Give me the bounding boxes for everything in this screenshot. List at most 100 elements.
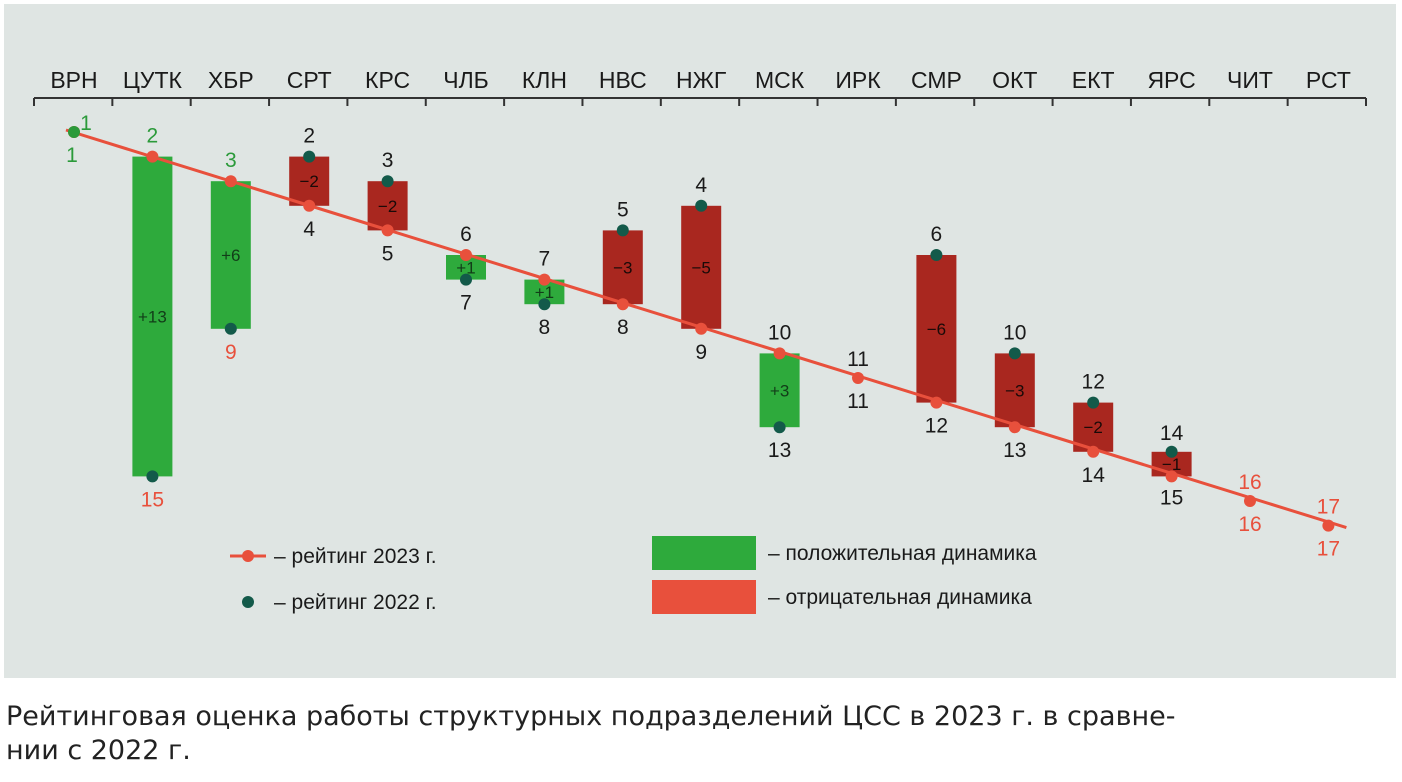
point-2022 bbox=[1087, 396, 1100, 409]
rank-2022-label: 14 bbox=[1160, 422, 1184, 445]
positive-bar bbox=[759, 353, 800, 428]
point-2023 bbox=[538, 273, 551, 286]
rank-2023-label: 1 bbox=[66, 144, 78, 167]
point-2023 bbox=[1087, 445, 1100, 458]
rank-2022-label: 13 bbox=[768, 439, 791, 462]
point-2022 bbox=[68, 126, 80, 138]
negative-bar bbox=[289, 156, 330, 206]
negative-bar bbox=[916, 255, 957, 403]
rank-2022-label: 7 bbox=[460, 292, 472, 315]
category-label: ЧЛБ bbox=[443, 67, 489, 93]
point-2022 bbox=[381, 175, 394, 188]
point-2023 bbox=[460, 249, 472, 261]
negative-bar bbox=[994, 353, 1035, 428]
rank-2022-label: 15 bbox=[141, 488, 164, 511]
change-label: +3 bbox=[770, 381, 789, 400]
rank-2023-label: 17 bbox=[1317, 538, 1340, 561]
category-label: РСТ bbox=[1306, 67, 1351, 93]
category-label: КРС bbox=[365, 67, 410, 93]
rank-2022-label: 11 bbox=[847, 348, 869, 371]
rank-2023-label: 13 bbox=[1003, 439, 1026, 462]
negative-bar bbox=[367, 181, 408, 231]
category-label: КЛН bbox=[522, 67, 567, 93]
point-2022 bbox=[695, 199, 708, 212]
rank-2023-label: 16 bbox=[1238, 513, 1261, 536]
point-2023 bbox=[381, 224, 394, 237]
category-label: СРТ bbox=[287, 67, 332, 93]
point-2023 bbox=[616, 298, 629, 311]
category-label: ИРК bbox=[835, 67, 881, 93]
category-label: ОКТ bbox=[992, 67, 1037, 93]
rank-2023-label: 2 bbox=[147, 125, 159, 148]
rank-2023-label: 9 bbox=[695, 341, 707, 364]
negative-bar bbox=[681, 205, 722, 329]
rank-2022-label: 17 bbox=[1317, 496, 1340, 519]
change-label: −2 bbox=[378, 197, 397, 216]
rank-2022-label: 5 bbox=[617, 198, 629, 221]
category-label: ЕКТ bbox=[1072, 67, 1115, 93]
category-label: ЯРС bbox=[1147, 67, 1195, 93]
rank-2022-label: 1 bbox=[80, 112, 92, 135]
point-2023 bbox=[1165, 470, 1178, 483]
point-2022 bbox=[146, 470, 159, 483]
point-2022 bbox=[538, 298, 551, 311]
change-label: −3 bbox=[613, 258, 632, 277]
change-label: −1 bbox=[1162, 455, 1181, 474]
legend-negative-swatch bbox=[652, 580, 756, 614]
change-label: +6 bbox=[221, 246, 240, 265]
change-label: −2 bbox=[300, 172, 319, 191]
point-2022 bbox=[773, 421, 786, 434]
negative-bar bbox=[602, 230, 643, 305]
legend-positive-label: – положительная динамика bbox=[768, 542, 1037, 565]
rank-2023-label: 7 bbox=[539, 248, 551, 271]
legend-2023-marker bbox=[242, 550, 254, 562]
point-2023 bbox=[852, 372, 864, 384]
point-2023 bbox=[1008, 421, 1021, 434]
category-label: СМР bbox=[911, 67, 962, 93]
rank-2022-label: 6 bbox=[931, 223, 943, 246]
point-2023 bbox=[224, 175, 237, 188]
category-label: ВРН bbox=[50, 67, 97, 93]
point-2023 bbox=[695, 322, 708, 335]
change-label: +1 bbox=[456, 258, 475, 277]
ranking-chart: ВРН ЦУТК ХБР СРТ КРС ЧЛБ КЛН НВС НЖГ МСК ИРК СМР ОКТ… bbox=[33, 67, 1367, 614]
point-2023 bbox=[146, 150, 159, 163]
rank-2022-label: 16 bbox=[1238, 471, 1261, 494]
change-label: −5 bbox=[692, 258, 711, 277]
point-2023 bbox=[303, 199, 316, 212]
rank-2023-label: 5 bbox=[382, 242, 394, 265]
point-2022 bbox=[303, 150, 316, 163]
rank-2023-label: 10 bbox=[768, 321, 791, 344]
change-label: +1 bbox=[535, 283, 554, 302]
point-2022 bbox=[224, 322, 237, 335]
caption-line-1: Рейтинговая оценка работы структурных по… bbox=[6, 701, 1176, 732]
category-label: ЧИТ bbox=[1227, 67, 1273, 93]
rank-2022-label: 4 bbox=[695, 174, 707, 197]
rank-2022-label: 9 bbox=[225, 341, 237, 364]
positive-bar bbox=[210, 181, 251, 329]
rank-2023-label: 3 bbox=[225, 149, 237, 172]
figure-caption: Рейтинговая оценка работы структурных по… bbox=[6, 700, 1386, 768]
rank-2022-label: 12 bbox=[1082, 371, 1105, 394]
caption-line-2: нии с 2022 г. bbox=[6, 735, 191, 766]
point-2022 bbox=[460, 273, 472, 286]
point-2022 bbox=[930, 249, 943, 261]
rank-2023-label: 14 bbox=[1082, 464, 1106, 487]
category-label: ЦУТК bbox=[123, 67, 183, 93]
category-label: НВС bbox=[599, 67, 647, 93]
category-label: МСК bbox=[755, 67, 805, 93]
point-2023 bbox=[773, 347, 786, 360]
point-2022 bbox=[1008, 347, 1021, 360]
change-label: +13 bbox=[138, 308, 167, 327]
rank-2023-label: 15 bbox=[1160, 486, 1183, 509]
rank-2022-label: 10 bbox=[1003, 321, 1026, 344]
legend-positive-swatch bbox=[652, 536, 756, 570]
rank-2023-label: 8 bbox=[617, 316, 629, 339]
rank-2023-label: 4 bbox=[303, 218, 315, 241]
positive-bar bbox=[132, 156, 173, 477]
legend-2022-label: – рейтинг 2022 г. bbox=[274, 591, 437, 614]
point-2023 bbox=[1244, 495, 1256, 507]
rank-2023-label: 6 bbox=[460, 223, 472, 246]
change-label: −6 bbox=[927, 320, 946, 339]
category-label: ХБР bbox=[208, 67, 254, 93]
